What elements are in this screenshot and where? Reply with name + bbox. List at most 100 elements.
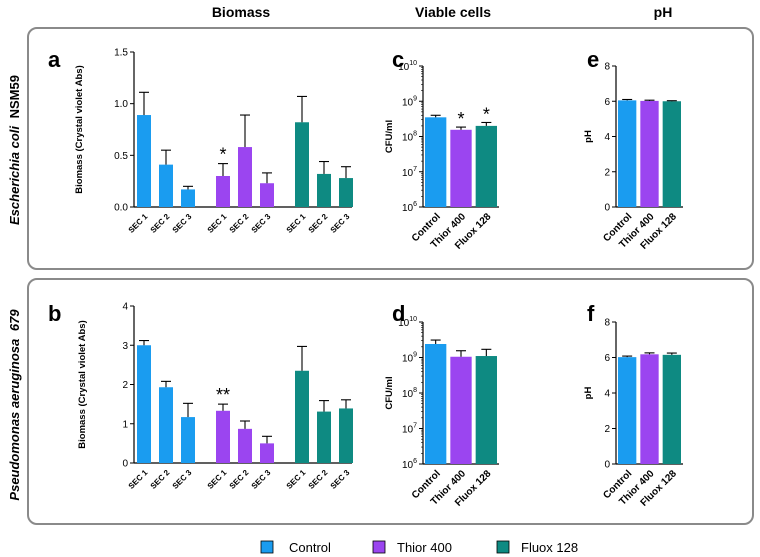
- panel-b-xtick-label: SEC 1: [285, 468, 308, 491]
- panel-b-ytick-label: 1: [122, 419, 128, 430]
- panel-a-ytick-label: 1.5: [114, 48, 128, 59]
- panel-c-bar: [450, 129, 472, 207]
- panel-a-ylabel: Biomass (Crystal violet Abs): [74, 65, 85, 193]
- panel-a-bar: [260, 183, 274, 207]
- panel-b-bar: [317, 411, 331, 463]
- row-label-ecoli-organism: Escherichia coli: [7, 126, 22, 225]
- legend-swatch-thior: [372, 540, 386, 554]
- row-label-ecoli-strain: NSM59: [7, 75, 22, 118]
- panel-a-bar: [238, 147, 252, 207]
- panel-a-bar: [295, 122, 309, 207]
- legend-swatch-control: [260, 540, 274, 554]
- panel-a-xtick-label: SEC 1: [127, 212, 150, 235]
- panel-a-ytick-label: 0.5: [114, 151, 128, 162]
- panel-e-ytick-label: 6: [604, 97, 610, 108]
- panel-d-ytick-base: 10: [402, 354, 414, 365]
- panel-d-ytick-exponent: 6: [413, 458, 417, 465]
- panel-b-ytick-label: 4: [122, 302, 128, 313]
- panel-a-xtick-label: SEC 3: [250, 212, 273, 235]
- panel-c-ylabel: CFU/ml: [384, 120, 395, 153]
- panel-b-xtick-label: SEC 3: [329, 468, 352, 491]
- panel-a-letter: a: [48, 47, 61, 72]
- panel-b-xtick-label: SEC 2: [228, 468, 251, 491]
- panel-f-ytick-label: 2: [604, 424, 610, 435]
- panel-d-ylabel: CFU/ml: [384, 376, 395, 409]
- panel-d-ytick-label: 109: [402, 352, 417, 365]
- panel-f-ytick-label: 4: [604, 389, 610, 400]
- panel-b-bar: [238, 428, 252, 463]
- panel-b-ytick-label: 3: [122, 341, 128, 352]
- header-biomass: Biomass: [212, 4, 271, 20]
- panel-a-xtick-label: SEC 1: [285, 212, 308, 235]
- panel-c-ytick-label: 107: [402, 166, 417, 179]
- panel-d-ytick-label: 108: [402, 387, 417, 400]
- row-label-paeruginosa: Pseudomonas aeruginosa 679: [7, 309, 22, 501]
- panel-b-ylabel: Biomass (Crystal violet Abs): [77, 320, 88, 448]
- panel-b-xtick-label: SEC 3: [171, 468, 194, 491]
- panel-b-xtick-label: SEC 2: [149, 468, 172, 491]
- panel-b-bar: [159, 387, 173, 463]
- panel-a-xtick-label: SEC 3: [171, 212, 194, 235]
- panel-f-bar: [662, 354, 681, 464]
- panel-c-ytick-exponent: 10: [409, 60, 417, 67]
- panel-c-ytick-label: 109: [402, 95, 417, 108]
- row-frame-ecoli: [27, 27, 754, 270]
- panel-b-xtick-label: SEC 1: [127, 468, 150, 491]
- panel-e-bar: [662, 101, 681, 207]
- panel-b-letter: b: [48, 301, 61, 326]
- panel-b-bar: [339, 408, 353, 463]
- panel-d-ytick-label: 106: [402, 458, 417, 471]
- panel-c-ytick-base: 10: [398, 62, 410, 73]
- panel-c-ytick-base: 10: [402, 133, 414, 144]
- panel-d-ytick-base: 10: [398, 318, 410, 329]
- legend-label-fluox: Fluox 128: [521, 540, 578, 555]
- panel-b-xtick-label: SEC 2: [307, 468, 330, 491]
- panel-d-ytick-base: 10: [402, 460, 414, 471]
- panel-d-ytick-base: 10: [402, 425, 414, 436]
- panel-b-bar: [260, 443, 274, 463]
- panel-c-ytick-exponent: 9: [413, 95, 417, 102]
- panel-c-ytick-label: 106: [402, 201, 417, 214]
- panel-b-bar: [181, 417, 195, 463]
- panel-c-significance: *: [457, 109, 464, 129]
- panel-c-letter: c: [392, 47, 404, 72]
- panel-b-xtick-label: SEC 3: [250, 468, 273, 491]
- panel-a-xtick-label: SEC 2: [307, 212, 330, 235]
- panel-e-ytick-label: 8: [604, 62, 610, 73]
- legend-swatch-fluox: [496, 540, 510, 554]
- panel-d-ytick-exponent: 8: [413, 387, 417, 394]
- panel-a-xtick-label: SEC 3: [329, 212, 352, 235]
- panel-d-bar: [475, 356, 497, 464]
- panel-e-letter: e: [587, 47, 599, 72]
- panel-f-letter: f: [587, 301, 595, 326]
- row-frame-paeruginosa: [27, 278, 754, 525]
- panel-a-xtick-label: SEC 1: [206, 212, 229, 235]
- panel-d-letter: d: [392, 301, 405, 326]
- panel-f-ytick-label: 8: [604, 318, 610, 329]
- panel-c-ytick-exponent: 8: [413, 131, 417, 138]
- panel-c-ytick-exponent: 6: [413, 201, 417, 208]
- panel-a-bar: [137, 115, 151, 207]
- panel-f-bar: [618, 357, 637, 464]
- panel-c-significance: *: [483, 104, 490, 124]
- panel-f-ytick-label: 6: [604, 353, 610, 364]
- panel-d-bar: [450, 356, 472, 464]
- panel-c-ytick-label: 1010: [398, 60, 417, 73]
- panel-d-bar: [425, 344, 447, 464]
- panel-c-bar: [475, 125, 497, 207]
- panel-f-ylabel: pH: [583, 387, 594, 400]
- header-viable-cells: Viable cells: [415, 4, 491, 20]
- panel-d-ytick-base: 10: [402, 389, 414, 400]
- row-label-paeruginosa-strain: 679: [7, 309, 22, 331]
- panel-a-bar: [339, 178, 353, 207]
- panel-e-ylabel: pH: [583, 130, 594, 143]
- panel-c-ytick-label: 108: [402, 131, 417, 144]
- panel-d-ytick-label: 1010: [398, 316, 417, 329]
- panel-d-ytick-label: 107: [402, 423, 417, 436]
- panel-a-xtick-label: SEC 2: [228, 212, 251, 235]
- legend-label-thior: Thior 400: [397, 540, 452, 555]
- panel-b-significance: **: [216, 385, 230, 405]
- legend: Control Thior 400 Fluox 128: [260, 540, 578, 555]
- row-label-ecoli: Escherichia coli NSM59: [7, 75, 22, 225]
- panel-e-bar: [640, 100, 659, 207]
